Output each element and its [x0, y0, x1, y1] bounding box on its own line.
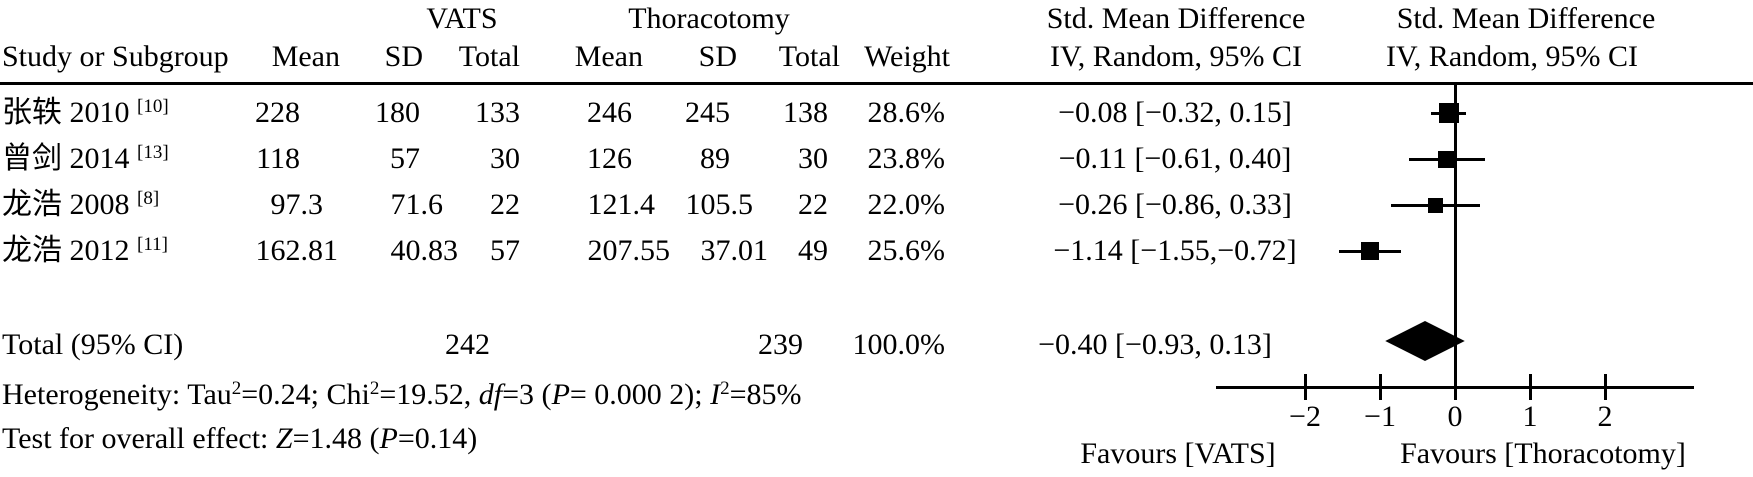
note-text: Test for overall effect: [2, 422, 276, 455]
cell-vats-sd: 180 [375, 96, 420, 129]
cell-weight: 25.6% [867, 234, 946, 267]
column-header-study: Study or Subgroup [2, 40, 229, 73]
note-text: P [551, 378, 570, 411]
cell-thor-total: 30 [798, 142, 828, 175]
cell-thor-sd: 105.5 [685, 188, 754, 221]
superscript: 2 [369, 378, 380, 399]
axis-tick-label: 2 [1597, 400, 1613, 433]
note-text: Heterogeneity: Tau [2, 378, 232, 411]
cell-weight: 23.8% [867, 142, 946, 175]
study-name: 龙浩 2012 [11] [2, 234, 168, 267]
column-header-thor-mean: Mean [574, 40, 643, 73]
heterogeneity-note: Heterogeneity: Tau2=0.24; Chi2=19.52, df… [2, 378, 802, 412]
cell-thor-total: 138 [783, 96, 828, 129]
cell-thor-mean: 126 [587, 142, 632, 175]
cell-vats-sd: 71.6 [390, 188, 444, 221]
total-thor-total: 239 [758, 328, 803, 361]
note-text: =85% [729, 378, 802, 411]
cell-thor-total: 49 [798, 234, 828, 267]
column-header-iv-plot: IV, Random, 95% CI [1386, 40, 1638, 73]
axis-tick [1604, 374, 1607, 400]
cell-thor-sd: 89 [700, 142, 730, 175]
group-header-smd-text: Std. Mean Difference [1046, 2, 1306, 35]
cell-ci-text: −0.26 [−0.86, 0.33] [1058, 188, 1292, 221]
cell-thor-sd: 245 [685, 96, 730, 129]
ci-square [1428, 197, 1443, 213]
cell-vats-sd: 40.83 [390, 234, 459, 267]
cell-thor-mean: 121.4 [587, 188, 656, 221]
study-ref: [13] [137, 142, 169, 163]
cell-vats-total: 57 [490, 234, 520, 267]
total-label: Total (95% CI) [2, 328, 184, 361]
note-text: =1.48 ( [292, 422, 380, 455]
axis-tick-label: 0 [1447, 400, 1463, 433]
cell-thor-mean: 207.55 [587, 234, 671, 267]
column-header-vats-sd: SD [384, 40, 423, 73]
axis-tick-label: 1 [1522, 400, 1538, 433]
cell-thor-sd: 37.01 [700, 234, 769, 267]
ci-square [1360, 242, 1379, 260]
ci-square [1438, 150, 1456, 168]
cell-vats-mean: 228 [255, 96, 300, 129]
note-text: =3 ( [502, 378, 552, 411]
total-vats-total: 242 [445, 328, 490, 361]
note-text: = 0.000 2); [569, 378, 711, 411]
study-ref: [11] [137, 234, 168, 255]
favours-right-label: Favours [Thoracotomy] [1400, 437, 1686, 470]
note-text: I [710, 378, 721, 411]
cell-ci-text: −0.11 [−0.61, 0.40] [1058, 142, 1292, 175]
study-name: 张轶 2010 [10] [2, 96, 169, 129]
study-ref: [10] [137, 96, 169, 117]
cell-vats-mean: 118 [256, 142, 300, 175]
cell-vats-mean: 162.81 [255, 234, 339, 267]
cell-ci-text: −1.14 [−1.55,−0.72] [1053, 234, 1297, 267]
favours-left-label: Favours [VATS] [1080, 437, 1276, 470]
axis-tick [1529, 374, 1532, 400]
note-text: Z [275, 422, 293, 455]
column-header-thor-sd: SD [698, 40, 737, 73]
group-header-smd-plot: Std. Mean Difference [1396, 2, 1656, 35]
axis-tick [1304, 374, 1307, 400]
axis-tick [1379, 374, 1382, 400]
cell-weight: 28.6% [867, 96, 946, 129]
axis-tick-label: −1 [1364, 400, 1396, 433]
group-header-vats: VATS [426, 2, 498, 35]
cell-vats-sd: 57 [390, 142, 420, 175]
total-weight: 100.0% [852, 328, 946, 361]
study-name: 曾剑 2014 [13] [2, 142, 169, 175]
cell-vats-mean: 97.3 [270, 188, 324, 221]
overall-effect-note: Test for overall effect: Z=1.48 (P=0.14) [2, 422, 477, 456]
superscript: 2 [720, 378, 730, 399]
note-text: df [478, 378, 503, 411]
note-text: P [379, 422, 398, 455]
column-header-weight: Weight [864, 40, 950, 73]
cell-thor-total: 22 [798, 188, 828, 221]
cell-weight: 22.0% [867, 188, 946, 221]
cell-vats-total: 30 [490, 142, 520, 175]
total-ci-text: −0.40 [−0.93, 0.13] [1038, 328, 1272, 361]
note-text: =19.52, [379, 378, 479, 411]
note-text: =0.14) [397, 422, 478, 455]
axis-tick-label: −2 [1289, 400, 1321, 433]
column-header-vats-mean: Mean [271, 40, 340, 73]
column-header-vats-total: Total [458, 40, 520, 73]
note-text: =0.24; Chi [241, 378, 370, 411]
cell-vats-total: 22 [490, 188, 520, 221]
cell-thor-mean: 246 [587, 96, 632, 129]
superscript: 2 [231, 378, 242, 399]
zero-line [1454, 85, 1457, 389]
column-header-iv-text: IV, Random, 95% CI [1050, 40, 1302, 73]
group-header-thoracotomy: Thoracotomy [628, 2, 790, 35]
header-rule [0, 82, 1753, 85]
column-header-thor-total: Total [778, 40, 840, 73]
axis-tick [1454, 374, 1457, 400]
cell-ci-text: −0.08 [−0.32, 0.15] [1058, 96, 1292, 129]
study-name: 龙浩 2008 [8] [2, 188, 160, 221]
study-ref: [8] [137, 188, 160, 209]
cell-vats-total: 133 [475, 96, 520, 129]
